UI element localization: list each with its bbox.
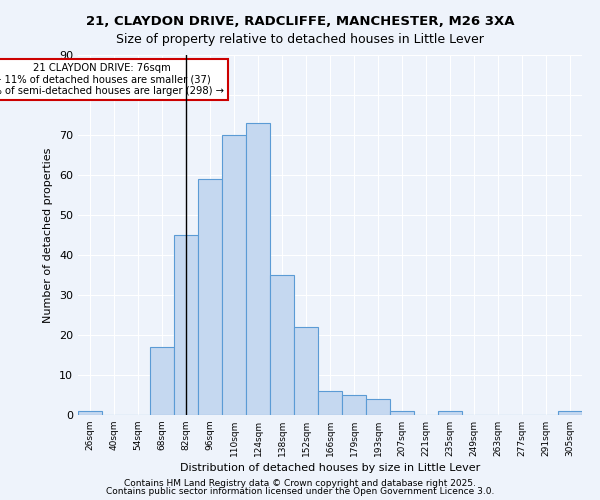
Bar (270, 275, 294, 415)
Bar (390, 411, 414, 415)
Bar (558, 411, 582, 415)
Text: 21, CLAYDON DRIVE, RADCLIFFE, MANCHESTER, M26 3XA: 21, CLAYDON DRIVE, RADCLIFFE, MANCHESTER… (86, 15, 514, 28)
Bar (78, 411, 102, 415)
Bar (294, 327, 318, 415)
Bar (342, 395, 366, 415)
Bar (150, 347, 174, 415)
X-axis label: Distribution of detached houses by size in Little Lever: Distribution of detached houses by size … (180, 463, 480, 473)
Bar (246, 123, 270, 415)
Text: Contains HM Land Registry data © Crown copyright and database right 2025.: Contains HM Land Registry data © Crown c… (124, 478, 476, 488)
Text: 21 CLAYDON DRIVE: 76sqm
← 11% of detached houses are smaller (37)
88% of semi-de: 21 CLAYDON DRIVE: 76sqm ← 11% of detache… (0, 63, 224, 96)
Bar (174, 235, 198, 415)
Bar (366, 399, 390, 415)
Text: Size of property relative to detached houses in Little Lever: Size of property relative to detached ho… (116, 32, 484, 46)
Bar (438, 411, 462, 415)
Bar (198, 179, 222, 415)
Y-axis label: Number of detached properties: Number of detached properties (43, 148, 53, 322)
Bar (222, 135, 246, 415)
Bar (318, 391, 342, 415)
Text: Contains public sector information licensed under the Open Government Licence 3.: Contains public sector information licen… (106, 487, 494, 496)
